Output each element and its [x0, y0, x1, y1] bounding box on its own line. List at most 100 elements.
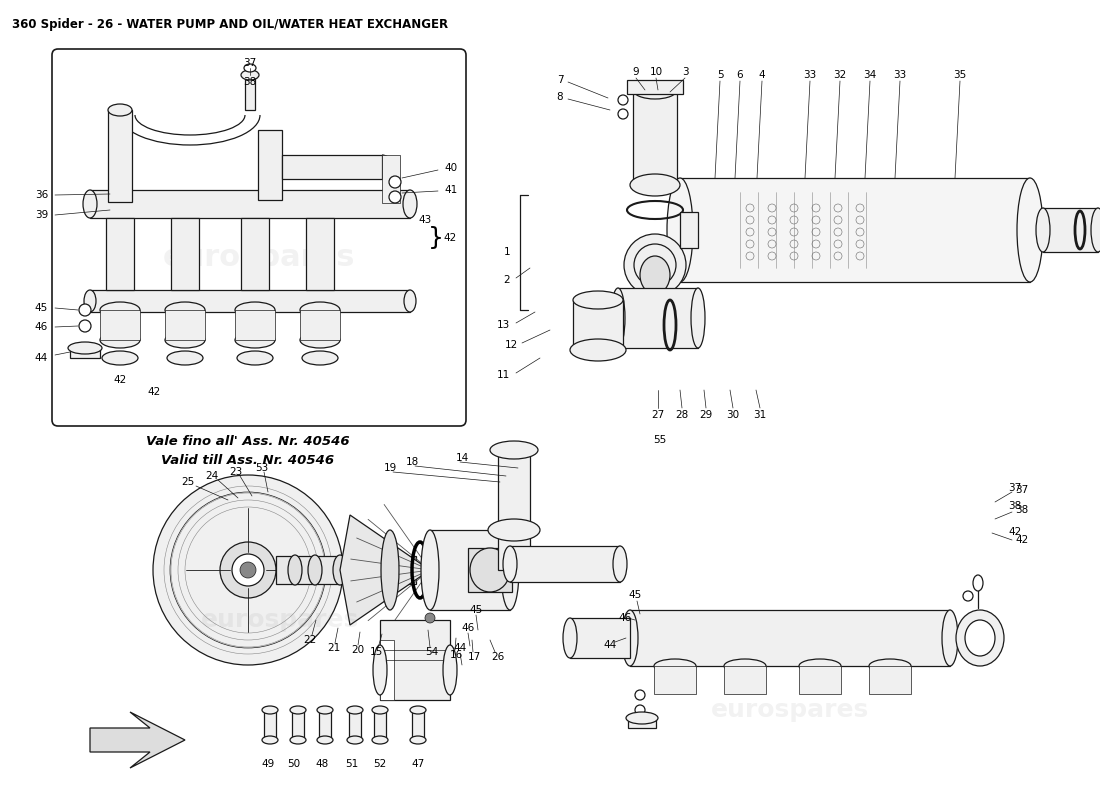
Ellipse shape	[691, 288, 705, 348]
Text: 11: 11	[497, 370, 510, 380]
Text: 43: 43	[418, 215, 431, 225]
Text: 53: 53	[255, 463, 268, 473]
Ellipse shape	[726, 672, 764, 688]
Text: Vale fino all' Ass. Nr. 40546: Vale fino all' Ass. Nr. 40546	[146, 435, 350, 448]
Ellipse shape	[290, 736, 306, 744]
Text: Valid till Ass. Nr. 40546: Valid till Ass. Nr. 40546	[162, 454, 334, 467]
Text: 21: 21	[328, 643, 341, 653]
Text: 360 Spider - 26 - WATER PUMP AND OIL/WATER HEAT EXCHANGER: 360 Spider - 26 - WATER PUMP AND OIL/WAT…	[12, 18, 448, 31]
Text: 25: 25	[182, 477, 195, 487]
Text: 33: 33	[803, 70, 816, 80]
Ellipse shape	[869, 659, 911, 673]
Ellipse shape	[635, 705, 645, 715]
Ellipse shape	[656, 672, 694, 688]
Ellipse shape	[288, 555, 302, 585]
Ellipse shape	[621, 610, 638, 666]
Ellipse shape	[317, 736, 333, 744]
Text: 54: 54	[426, 647, 439, 657]
Bar	[108, 110, 132, 202]
Text: 42: 42	[147, 387, 161, 397]
Bar	[869, 666, 911, 694]
Text: 8: 8	[557, 92, 563, 102]
Ellipse shape	[801, 672, 839, 688]
Bar	[245, 75, 255, 110]
Text: 38: 38	[1008, 501, 1021, 511]
Text: 50: 50	[287, 759, 300, 769]
Ellipse shape	[346, 706, 363, 714]
Text: }: }	[428, 226, 444, 250]
Text: 48: 48	[316, 759, 329, 769]
Circle shape	[232, 554, 264, 586]
Text: 44: 44	[35, 353, 48, 363]
Ellipse shape	[389, 191, 402, 203]
Bar	[264, 710, 276, 740]
Bar	[628, 718, 656, 728]
Ellipse shape	[563, 618, 578, 658]
Bar	[412, 710, 424, 740]
Bar	[430, 530, 510, 610]
Ellipse shape	[167, 351, 204, 365]
Ellipse shape	[634, 244, 676, 286]
Ellipse shape	[956, 610, 1004, 666]
Text: 13: 13	[497, 320, 510, 330]
Bar	[632, 90, 676, 185]
Ellipse shape	[1018, 178, 1043, 282]
Ellipse shape	[235, 332, 275, 348]
Text: 45: 45	[628, 590, 641, 600]
Bar	[258, 130, 282, 200]
Text: 15: 15	[370, 647, 383, 657]
Ellipse shape	[100, 332, 140, 348]
Ellipse shape	[79, 320, 91, 332]
Text: 23: 23	[230, 467, 243, 477]
Text: 46: 46	[618, 613, 631, 623]
Bar	[319, 710, 331, 740]
Text: 33: 33	[893, 70, 906, 80]
Text: 19: 19	[384, 463, 397, 473]
Ellipse shape	[640, 256, 670, 294]
Text: 42: 42	[1015, 535, 1028, 545]
Ellipse shape	[962, 591, 974, 601]
Text: 3: 3	[682, 67, 689, 77]
Text: eurospares: eurospares	[163, 243, 355, 272]
Ellipse shape	[290, 706, 306, 714]
Ellipse shape	[262, 706, 278, 714]
Polygon shape	[340, 515, 430, 625]
Text: 30: 30	[726, 410, 739, 420]
Ellipse shape	[389, 176, 402, 188]
Ellipse shape	[244, 64, 256, 72]
Text: 37: 37	[1015, 485, 1028, 495]
Ellipse shape	[1091, 208, 1100, 252]
Ellipse shape	[610, 288, 625, 348]
Ellipse shape	[410, 736, 426, 744]
Text: 44: 44	[604, 640, 617, 650]
Ellipse shape	[624, 234, 686, 296]
Text: 22: 22	[304, 635, 317, 645]
Text: 18: 18	[406, 457, 419, 467]
Text: 20: 20	[351, 645, 364, 655]
Bar	[680, 178, 1030, 282]
Bar	[379, 640, 394, 700]
Text: 39: 39	[35, 210, 48, 220]
Text: 1: 1	[504, 247, 510, 257]
Ellipse shape	[68, 342, 102, 354]
Bar	[468, 548, 512, 592]
Ellipse shape	[300, 332, 340, 348]
Ellipse shape	[942, 610, 958, 666]
Text: 42: 42	[1008, 527, 1021, 537]
Ellipse shape	[573, 291, 623, 309]
Ellipse shape	[799, 659, 842, 673]
Text: 45: 45	[470, 605, 483, 615]
Ellipse shape	[84, 290, 96, 312]
Text: 46: 46	[35, 322, 48, 332]
Text: 17: 17	[468, 652, 481, 662]
Ellipse shape	[82, 190, 97, 218]
Text: 27: 27	[651, 410, 664, 420]
Text: 16: 16	[450, 650, 463, 660]
Ellipse shape	[372, 706, 388, 714]
Text: eurospares: eurospares	[201, 608, 359, 632]
Bar	[90, 190, 410, 218]
Ellipse shape	[626, 712, 658, 724]
Bar	[276, 556, 416, 584]
Bar	[510, 546, 620, 582]
Text: 28: 28	[675, 410, 689, 420]
